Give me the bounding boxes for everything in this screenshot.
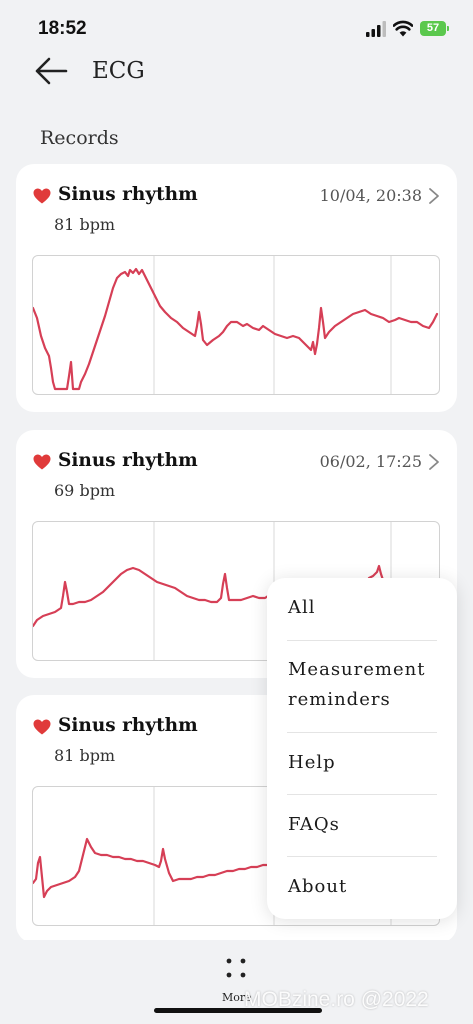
menu-divider — [287, 856, 437, 857]
page-title: ECG — [92, 58, 145, 84]
battery-level: 57 — [426, 22, 440, 34]
four-dots-icon[interactable] — [225, 957, 247, 979]
menu-divider — [287, 640, 437, 641]
record-header[interactable]: Sinus rhythm 81 bpm — [16, 695, 457, 775]
menu-item-help[interactable]: Help — [288, 752, 336, 773]
record-header[interactable]: Sinus rhythm 81 bpm 10/04, 20:38 — [16, 164, 457, 244]
section-title: Records — [40, 127, 119, 149]
record-date: 06/02, 17:25 — [319, 452, 422, 471]
record-date: 10/04, 20:38 — [319, 186, 422, 205]
record-header[interactable]: Sinus rhythm 69 bpm 06/02, 17:25 — [16, 430, 457, 510]
chevron-right-icon[interactable] — [428, 453, 440, 471]
rhythm-label: Sinus rhythm — [58, 450, 198, 471]
bpm-value: 81 bpm — [54, 746, 116, 765]
home-indicator[interactable] — [154, 1008, 322, 1013]
header: ECG — [0, 52, 473, 92]
battery-charging-icon: 57 — [420, 21, 449, 36]
arrow-left-icon[interactable] — [34, 56, 68, 86]
menu-item-faqs[interactable]: FAQs — [288, 814, 340, 835]
more-label[interactable]: More — [222, 991, 252, 1004]
status-time: 18:52 — [38, 18, 87, 39]
status-bar: 18:52 57 — [0, 0, 473, 56]
wifi-icon — [393, 20, 413, 37]
heart-icon — [33, 188, 51, 204]
bottom-bar: More MOBzine.ro @2022 — [0, 940, 473, 1024]
record-card[interactable]: Sinus rhythm 81 bpm 10/04, 20:38 — [16, 164, 457, 412]
record-card[interactable]: Sinus rhythm 69 bpm 06/02, 17:25 — [16, 430, 457, 678]
menu-item-measurement-reminders[interactable]: Measurement reminders — [288, 659, 426, 710]
rhythm-label: Sinus rhythm — [58, 715, 198, 736]
cellular-signal-icon — [366, 21, 386, 37]
heart-icon — [33, 454, 51, 470]
menu-divider — [287, 732, 437, 733]
menu-item-all[interactable]: All — [288, 597, 316, 618]
rhythm-label: Sinus rhythm — [58, 184, 198, 205]
ecg-chart — [32, 255, 440, 395]
ecg-waveform — [33, 256, 439, 394]
heart-icon — [33, 719, 51, 735]
bpm-value: 81 bpm — [54, 215, 116, 234]
more-menu: All Measurement reminders Help FAQs Abou… — [267, 578, 457, 919]
menu-item-about[interactable]: About — [288, 876, 348, 897]
bpm-value: 69 bpm — [54, 481, 116, 500]
menu-divider — [287, 794, 437, 795]
watermark: MOBzine.ro @2022 — [244, 988, 429, 1011]
chevron-right-icon[interactable] — [428, 187, 440, 205]
